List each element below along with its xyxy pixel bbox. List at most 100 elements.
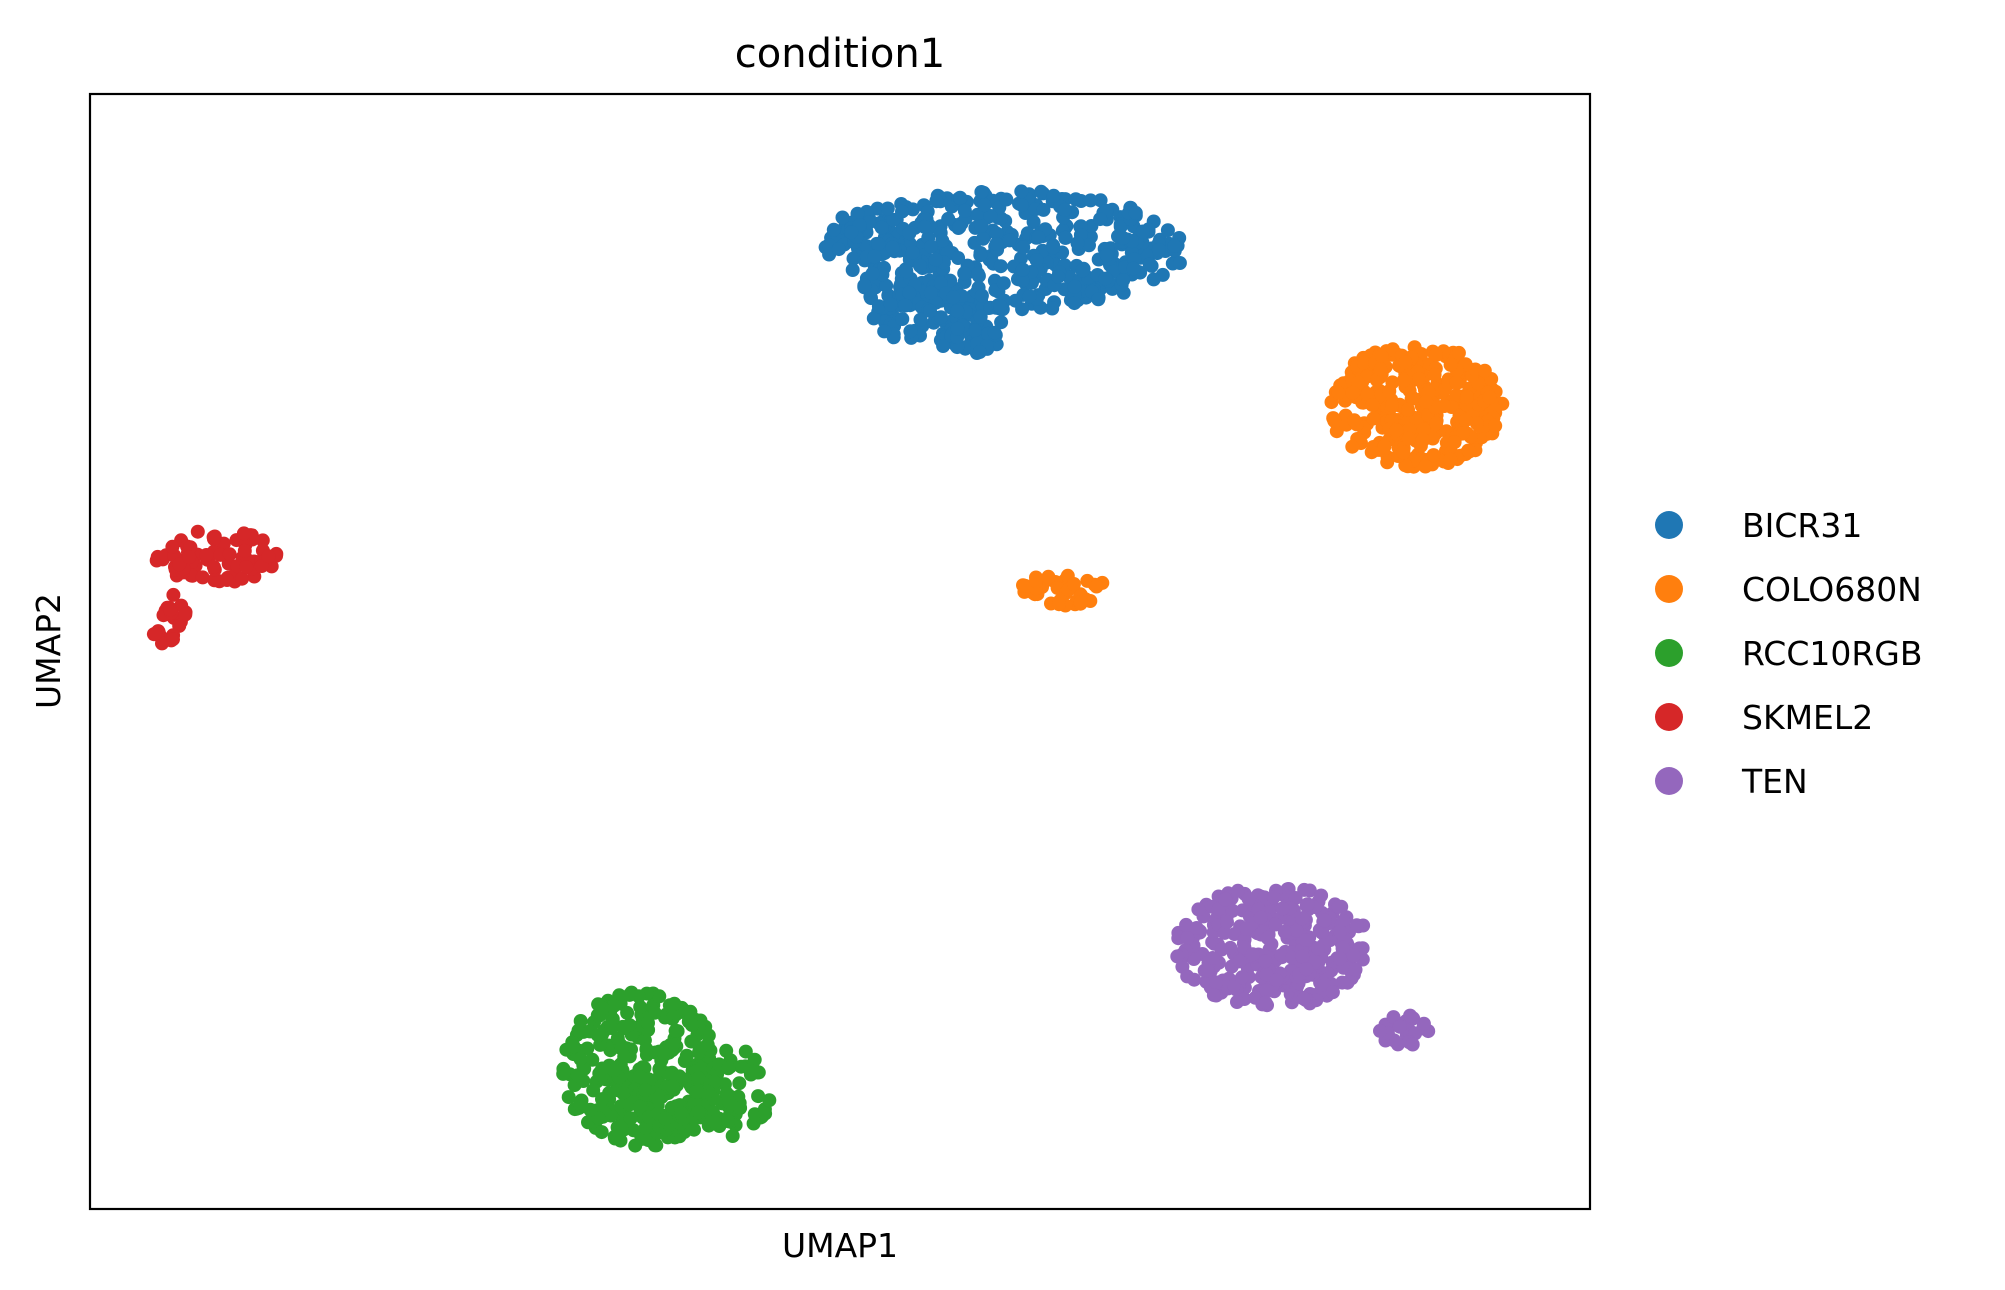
point-skmel2 [254,559,269,573]
point-rcc10rgb [641,1072,656,1087]
point-bicr31 [902,285,917,300]
point-bicr31 [1167,239,1182,253]
point-colo680n [1462,444,1477,459]
point-bicr31 [974,185,989,199]
point-colo680n [1396,373,1411,388]
point-skmel2 [207,532,221,546]
point-skmel2 [199,548,214,562]
point-bicr31 [1034,184,1049,199]
point-bicr31 [1151,242,1166,257]
point-rcc10rgb [762,1093,777,1108]
point-bicr31 [989,237,1004,251]
point-rcc10rgb [691,1071,706,1086]
point-rcc10rgb [580,1041,595,1056]
point-bicr31 [935,233,950,248]
point-ten [1180,930,1195,945]
point-bicr31 [1091,292,1106,307]
point-bicr31 [1093,212,1108,227]
point-rcc10rgb [595,1092,609,1107]
point-skmel2 [261,549,276,564]
point-skmel2 [148,626,163,641]
point-ten [1335,940,1350,955]
point-rcc10rgb [707,1074,722,1089]
point-bicr31 [1070,236,1085,251]
point-colo680n [1429,416,1444,431]
point-ten [1277,924,1292,939]
point-bicr31 [1068,192,1083,207]
point-rcc10rgb [738,1044,753,1059]
point-rcc10rgb [652,989,667,1004]
point-ten [1295,911,1310,926]
point-bicr31 [1058,230,1073,245]
point-bicr31 [883,297,898,312]
point-rcc10rgb [583,1102,598,1117]
point-ten [1295,949,1310,964]
point-rcc10rgb [570,1068,585,1083]
point-rcc10rgb [566,1039,581,1054]
point-rcc10rgb [610,1031,625,1046]
point-colo680n [1369,373,1384,388]
point-rcc10rgb [665,1038,680,1053]
point-rcc10rgb [617,1021,632,1036]
point-ten [1333,951,1347,966]
point-bicr31 [831,242,846,257]
point-rcc10rgb [586,1083,601,1098]
point-bicr31 [1029,253,1044,268]
point-rcc10rgb [616,1086,631,1101]
point-colo680n [1449,375,1464,390]
point-bicr31 [971,266,985,281]
point-bicr31 [987,325,1002,340]
point-rcc10rgb [719,1043,734,1058]
point-colo680n [1401,431,1416,446]
point-rcc10rgb [556,1066,571,1081]
series-skmel2 [146,524,284,651]
point-bicr31 [1160,223,1175,238]
point-rcc10rgb [758,1106,773,1121]
point-skmel2 [222,547,237,562]
point-rcc10rgb [647,1005,662,1020]
point-bicr31 [1067,279,1082,294]
point-ten [1268,917,1283,932]
point-skmel2 [195,570,210,585]
point-bicr31 [1116,273,1131,288]
point-rcc10rgb [595,1001,610,1016]
legend-label-skmel2: SKMEL2 [1742,698,1873,737]
point-bicr31 [1002,233,1017,248]
plot-frame [88,92,1592,1211]
point-colo680n [1347,413,1362,428]
legend-marker-ten [1655,767,1683,795]
point-ten [1187,972,1202,987]
point-bicr31 [1142,257,1157,272]
point-rcc10rgb [721,1061,736,1076]
legend-marker-colo680n [1655,575,1683,603]
point-bicr31 [1016,240,1031,255]
point-rcc10rgb [604,1021,619,1035]
point-bicr31 [936,339,951,353]
point-bicr31 [1082,238,1096,253]
point-rcc10rgb [638,1083,653,1098]
point-ten [1285,950,1300,965]
point-rcc10rgb [721,1114,736,1129]
point-ten [1299,962,1314,977]
point-rcc10rgb [573,1097,588,1111]
point-rcc10rgb [591,1111,606,1126]
point-bicr31 [983,209,998,223]
point-rcc10rgb [573,1052,588,1066]
x-axis-label: UMAP1 [782,1226,898,1265]
point-ten [1317,913,1332,928]
point-bicr31 [999,192,1014,207]
point-rcc10rgb [657,1047,672,1062]
point-rcc10rgb [751,1089,766,1104]
point-colo680n [1366,411,1381,426]
point-bicr31 [1128,205,1143,220]
point-ten [1230,883,1245,898]
point-bicr31 [917,219,932,234]
point-ten [1392,1019,1407,1034]
point-ten [1260,930,1275,945]
point-bicr31 [903,324,918,339]
point-ten [1300,897,1315,912]
point-skmel2 [166,632,180,647]
point-skmel2 [182,550,197,565]
point-ten [1205,951,1220,965]
point-bicr31 [957,203,972,218]
